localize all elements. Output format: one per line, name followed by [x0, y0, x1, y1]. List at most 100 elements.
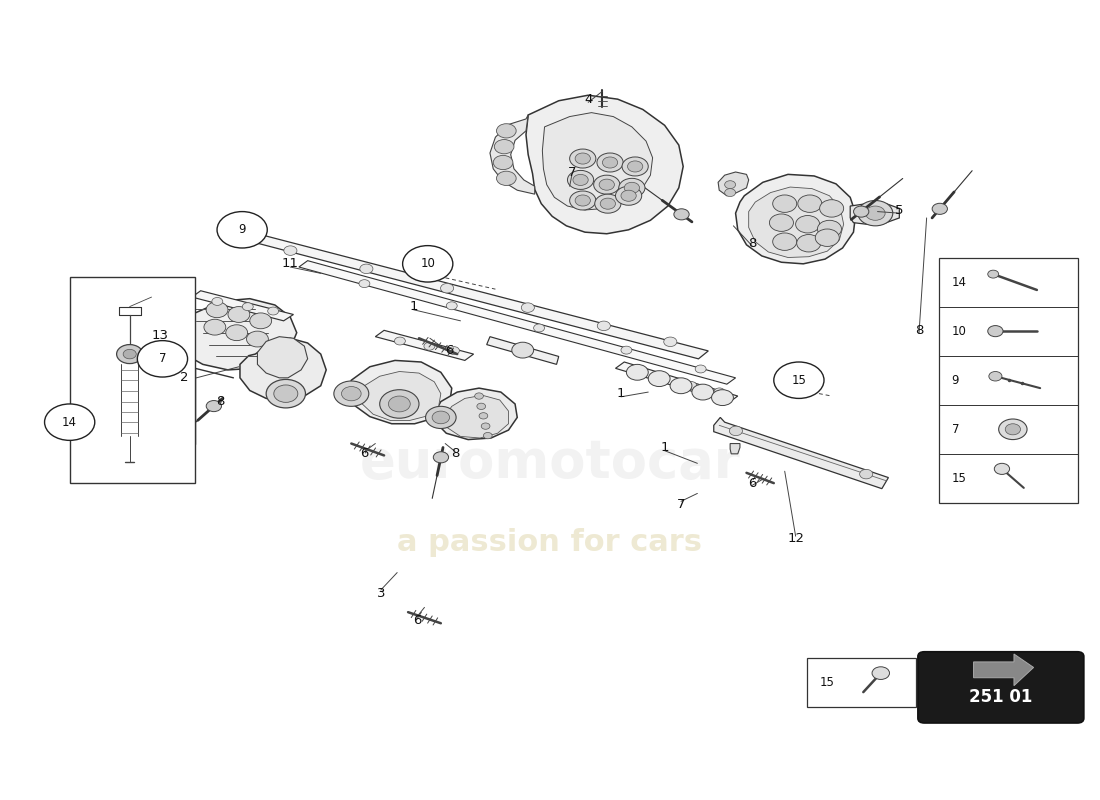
Circle shape: [597, 153, 623, 172]
Polygon shape: [542, 113, 652, 210]
Text: 14: 14: [63, 416, 77, 429]
Text: 8: 8: [748, 237, 756, 250]
Circle shape: [266, 379, 306, 408]
Circle shape: [573, 174, 588, 186]
Circle shape: [212, 298, 223, 306]
Circle shape: [341, 386, 361, 401]
Circle shape: [284, 246, 297, 255]
Text: 10: 10: [952, 325, 967, 338]
Text: 11: 11: [282, 258, 299, 270]
Circle shape: [274, 385, 298, 402]
Circle shape: [692, 384, 714, 400]
Polygon shape: [850, 204, 900, 224]
Circle shape: [267, 307, 278, 315]
Text: 8: 8: [216, 395, 224, 408]
Circle shape: [250, 313, 272, 329]
Circle shape: [206, 401, 221, 412]
Circle shape: [601, 198, 616, 210]
Circle shape: [568, 170, 594, 190]
Circle shape: [603, 157, 618, 168]
Circle shape: [246, 331, 268, 347]
Polygon shape: [526, 95, 683, 234]
Circle shape: [597, 321, 611, 330]
Text: 6: 6: [748, 477, 756, 490]
Circle shape: [858, 201, 893, 226]
Circle shape: [600, 179, 615, 190]
Circle shape: [621, 157, 648, 176]
Polygon shape: [299, 261, 736, 384]
Text: 3: 3: [376, 587, 385, 601]
Circle shape: [798, 195, 822, 212]
Text: 5: 5: [895, 203, 903, 217]
Circle shape: [424, 342, 434, 350]
Circle shape: [496, 171, 516, 186]
Circle shape: [725, 181, 736, 189]
Text: a passion for cars: a passion for cars: [397, 528, 703, 557]
Circle shape: [859, 470, 872, 479]
Circle shape: [359, 280, 370, 287]
Polygon shape: [170, 298, 297, 370]
Circle shape: [989, 371, 1002, 381]
Circle shape: [117, 345, 143, 363]
Polygon shape: [616, 362, 738, 402]
Circle shape: [988, 326, 1003, 337]
Circle shape: [226, 325, 248, 341]
Text: 7: 7: [568, 166, 576, 179]
Text: 6: 6: [412, 614, 421, 626]
Circle shape: [624, 182, 639, 194]
Circle shape: [447, 302, 458, 310]
Circle shape: [242, 302, 253, 310]
Circle shape: [433, 452, 449, 463]
Circle shape: [534, 324, 544, 332]
Circle shape: [475, 393, 483, 399]
Circle shape: [483, 433, 492, 438]
Circle shape: [725, 189, 736, 197]
Circle shape: [712, 390, 734, 406]
Circle shape: [627, 161, 642, 172]
Circle shape: [360, 264, 373, 274]
FancyBboxPatch shape: [69, 278, 195, 483]
Circle shape: [395, 337, 406, 345]
Circle shape: [657, 375, 668, 383]
Circle shape: [866, 206, 886, 220]
Text: 15: 15: [792, 374, 806, 386]
Polygon shape: [446, 395, 508, 438]
Circle shape: [796, 234, 821, 252]
Polygon shape: [257, 337, 308, 378]
Polygon shape: [490, 115, 535, 194]
Circle shape: [403, 246, 453, 282]
Text: 8: 8: [451, 447, 459, 460]
Text: 7: 7: [676, 498, 685, 511]
Circle shape: [932, 203, 947, 214]
Circle shape: [872, 666, 890, 679]
Circle shape: [729, 426, 743, 436]
Text: euromotocar: euromotocar: [360, 438, 740, 490]
Circle shape: [674, 209, 690, 220]
Text: 1: 1: [660, 441, 669, 454]
Polygon shape: [436, 388, 517, 439]
Circle shape: [595, 194, 621, 213]
Circle shape: [616, 186, 641, 206]
Circle shape: [594, 175, 620, 194]
Circle shape: [695, 365, 706, 373]
Circle shape: [772, 195, 796, 212]
Circle shape: [379, 390, 419, 418]
Circle shape: [45, 404, 95, 440]
Circle shape: [575, 153, 591, 164]
Circle shape: [481, 423, 490, 430]
Circle shape: [494, 139, 514, 154]
Text: 15: 15: [820, 676, 835, 689]
Circle shape: [228, 306, 250, 322]
Text: 15: 15: [952, 472, 967, 485]
Text: 2: 2: [180, 371, 188, 384]
Polygon shape: [486, 337, 559, 364]
Text: 9: 9: [952, 374, 959, 386]
Text: 10: 10: [420, 258, 436, 270]
Circle shape: [478, 413, 487, 419]
Circle shape: [769, 214, 793, 231]
Text: 1: 1: [617, 387, 625, 400]
Polygon shape: [360, 371, 441, 421]
Circle shape: [854, 206, 869, 217]
Circle shape: [512, 342, 534, 358]
Circle shape: [477, 403, 485, 410]
